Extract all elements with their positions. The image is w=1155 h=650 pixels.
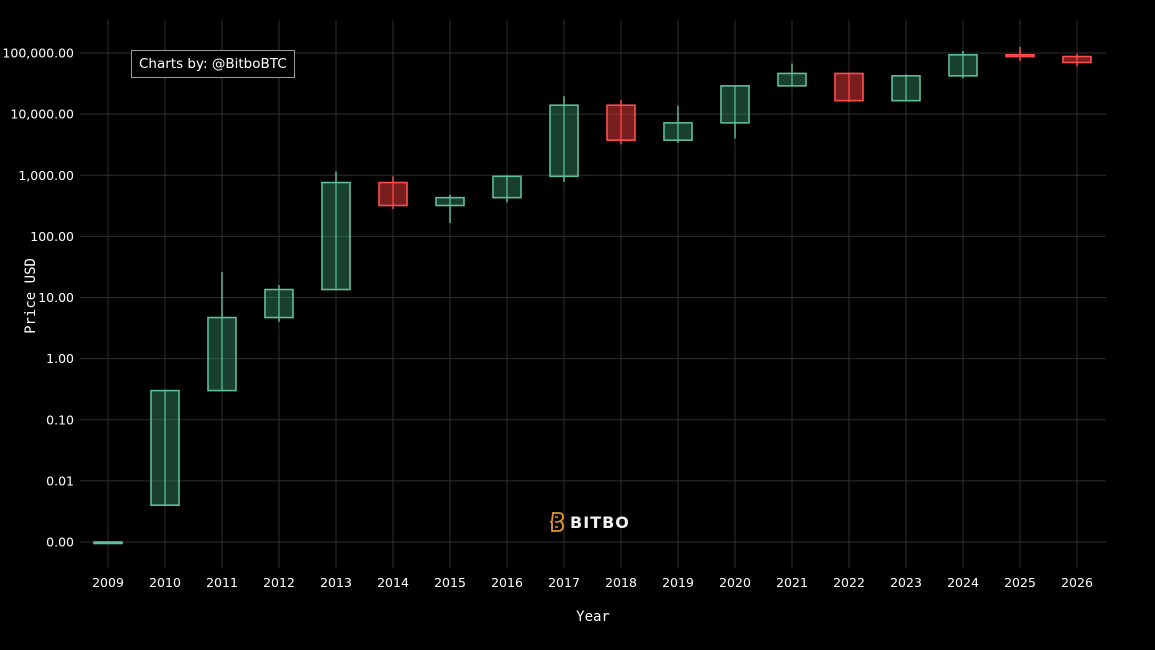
chart-credit: Charts by: @BitboBTC	[131, 50, 295, 78]
bitbo-watermark: BITBO	[550, 512, 630, 532]
x-tick-label: 2019	[662, 575, 694, 590]
candle-2022	[834, 72, 864, 102]
y-tick-label: 0.00	[46, 535, 74, 550]
candle-body	[720, 85, 750, 124]
candle-body	[207, 316, 237, 392]
candle-body	[93, 541, 123, 545]
candle-2011	[207, 272, 237, 392]
x-axis-title: Year	[576, 609, 610, 625]
x-tick-label: 2017	[548, 575, 580, 590]
candle-body	[606, 104, 636, 141]
bitbo-logo-icon	[550, 512, 564, 532]
candle-body	[891, 75, 921, 102]
candle-2026	[1062, 53, 1092, 67]
candle-body	[492, 175, 522, 199]
candle-body	[948, 54, 978, 77]
y-tick-label: 10,000.00	[10, 107, 74, 122]
x-tick-label: 2009	[92, 575, 124, 590]
y-tick-label: 1.00	[46, 351, 74, 366]
candle-body	[777, 72, 807, 87]
x-tick-label: 2024	[947, 575, 979, 590]
candle-2024	[948, 50, 978, 79]
candle-body	[321, 181, 351, 291]
y-tick-label: 0.10	[46, 412, 74, 427]
y-tick-label: 1,000.00	[18, 168, 74, 183]
x-tick-label: 2016	[491, 575, 523, 590]
x-tick-label: 2023	[890, 575, 922, 590]
candle-body	[1005, 54, 1035, 58]
x-tick-label: 2014	[377, 575, 409, 590]
candle-2025	[1005, 46, 1035, 61]
candle-body	[549, 104, 579, 178]
x-tick-label: 2026	[1061, 575, 1093, 590]
y-axis-title: Price USD	[23, 258, 39, 334]
y-axis-ticks: 100,000.00 10,000.00 1,000.00 100.00 10.00 1.…	[2, 46, 74, 550]
x-tick-label: 2012	[263, 575, 295, 590]
x-tick-label: 2022	[833, 575, 865, 590]
candle-2013	[321, 171, 351, 291]
grid-lines	[80, 20, 1106, 568]
x-tick-label: 2011	[206, 575, 238, 590]
candle-body	[435, 196, 465, 207]
candle-body	[150, 389, 180, 506]
candle-body	[378, 181, 408, 207]
candle-2017	[549, 96, 579, 182]
y-tick-label: 10.00	[38, 290, 74, 305]
candle-2020	[720, 85, 750, 139]
x-tick-label: 2010	[149, 575, 181, 590]
candle-2012	[264, 285, 294, 322]
x-tick-label: 2018	[605, 575, 637, 590]
candle-2019	[663, 105, 693, 143]
candle-body	[834, 72, 864, 102]
candle-2009	[93, 541, 123, 545]
x-tick-label: 2020	[719, 575, 751, 590]
x-tick-label: 2015	[434, 575, 466, 590]
y-tick-label: 0.01	[46, 473, 74, 488]
candle-2014	[378, 176, 408, 210]
candle-2010	[150, 389, 180, 506]
candle-2015	[435, 194, 465, 224]
brand-wordmark: BITBO	[570, 512, 630, 532]
y-tick-label: 100.00	[30, 229, 74, 244]
x-tick-label: 2025	[1004, 575, 1036, 590]
candle-body	[1062, 55, 1092, 64]
candle-2021	[777, 63, 807, 87]
y-tick-label: 100,000.00	[2, 46, 74, 61]
x-tick-label: 2021	[776, 575, 808, 590]
candle-2016	[492, 175, 522, 203]
x-axis-ticks: 2009 2010 2011 2012 2013 2014 2015 2016 2017 2018…	[92, 575, 1093, 590]
candle-2023	[891, 74, 921, 102]
candles	[93, 46, 1092, 545]
candle-2018	[606, 100, 636, 145]
x-tick-label: 2013	[320, 575, 352, 590]
candle-body	[264, 288, 294, 319]
candle-body	[663, 122, 693, 141]
